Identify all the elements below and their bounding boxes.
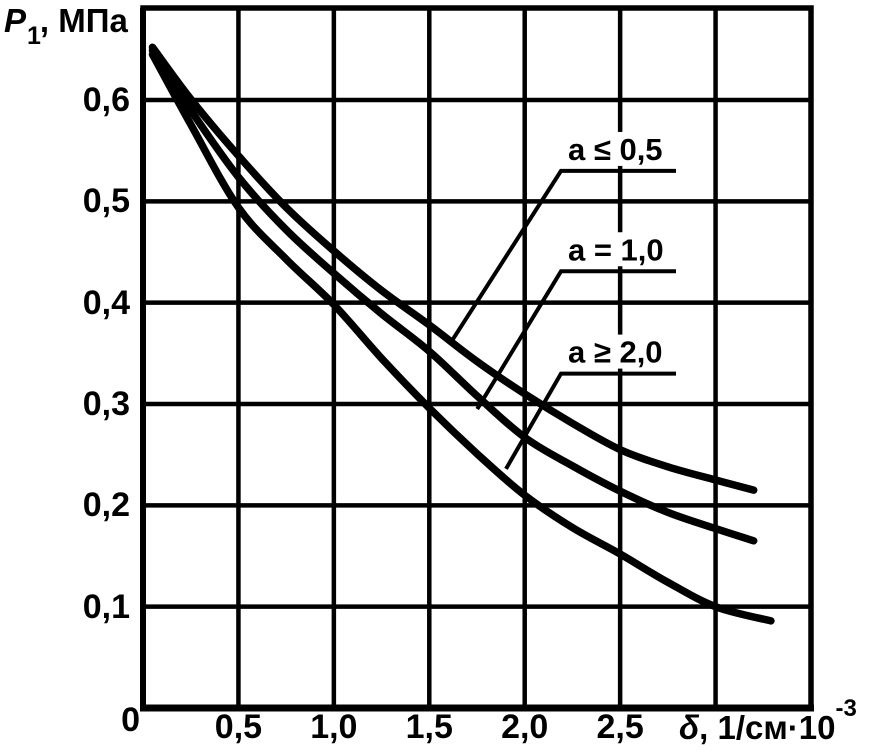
y-tick-label: 0,6 (82, 81, 130, 119)
annotation-text-layer: a ≤ 0,5 a = 1,0 a ≥ 2,0 (562, 131, 676, 370)
x-axis-symbol: δ (679, 709, 700, 746)
y-axis-symbol: P (4, 2, 27, 39)
x-axis-title: δ, 1/см·10-3 (679, 695, 857, 747)
callout-leader-0 (449, 168, 676, 344)
callout-label-bg-1 (562, 232, 676, 267)
y-axis-subscript: 1 (27, 21, 41, 50)
y-tick-label: 0,3 (82, 385, 130, 423)
y-tick-label: 0,5 (82, 182, 130, 221)
curve-label-0: a ≤ 0,5 (568, 132, 663, 167)
y-tick-label: 0 (121, 701, 140, 739)
callout-label-bg-0 (562, 131, 676, 166)
y-axis-unit: , МПа (39, 2, 128, 39)
x-tick-label: 1,0 (310, 708, 358, 746)
annotation-layer (449, 168, 676, 470)
y-tick-label: 0,4 (82, 283, 130, 322)
y-tick-label: 0,1 (82, 587, 130, 626)
y-axis-title: P1, МПа (4, 2, 128, 50)
curve-2 (148, 50, 775, 625)
curve-0 (148, 43, 758, 494)
x-tick-label: 1,5 (405, 708, 453, 746)
x-axis-unit: , 1/см·10 (699, 709, 836, 746)
curve-label-1: a = 1,0 (568, 232, 664, 267)
curve-1 (148, 46, 758, 545)
callout-label-bg-2 (562, 334, 676, 369)
x-tick-label: 0,5 (214, 708, 263, 746)
callout-leader-2 (504, 371, 676, 470)
curve-layer (148, 43, 775, 625)
y-tick-label: 0,2 (82, 486, 130, 525)
x-axis-exponent: -3 (835, 695, 857, 722)
x-tick-label: 2,5 (596, 708, 644, 746)
callout-leader-1 (475, 269, 676, 411)
x-tick-label: 2,0 (501, 708, 549, 746)
curve-label-2: a ≥ 2,0 (568, 335, 663, 370)
